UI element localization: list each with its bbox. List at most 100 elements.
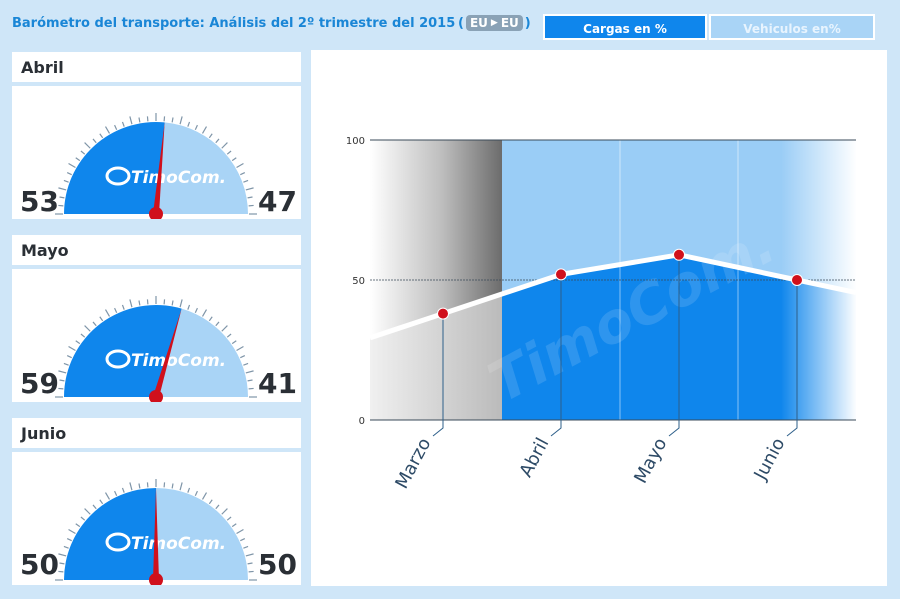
- chart-series-line: [369, 252, 857, 341]
- gauge-tick: [236, 528, 244, 535]
- gauge-tick: [215, 504, 220, 510]
- gauge-left-value: 59: [20, 367, 59, 400]
- gauge-tick: [236, 162, 244, 169]
- gauge-tick: [92, 321, 97, 327]
- gauge-tick: [59, 379, 65, 382]
- gauge-tick: [84, 508, 91, 515]
- gauge-tick: [221, 508, 228, 515]
- page-title: Barómetro del transporte: Análisis del 2…: [12, 16, 456, 31]
- gauge-panel: TimoCom. 53 47: [12, 86, 301, 219]
- gauge-tick: [236, 345, 244, 352]
- gauge-tick: [138, 300, 141, 306]
- gauge-tick: [231, 340, 237, 345]
- gauge-tick: [84, 325, 91, 332]
- gauge-tick: [63, 362, 69, 366]
- gauge-tick: [121, 304, 125, 310]
- route-open-paren: (: [458, 15, 464, 31]
- tab-cargas[interactable]: Cargas en %: [543, 14, 707, 40]
- gauge-tick: [215, 321, 220, 327]
- chart-drop-line: [786, 280, 798, 437]
- gauge-tick: [104, 309, 111, 317]
- gauge-tick: [129, 482, 133, 491]
- chart-drop-line: [668, 254, 680, 437]
- gauge-right-value: 41: [258, 367, 297, 400]
- gauge-tick: [104, 126, 111, 134]
- gauge-tick: [208, 316, 213, 322]
- gauge-tick: [171, 117, 174, 123]
- gauge-tick: [75, 340, 81, 345]
- gauge-tick: [208, 499, 213, 505]
- route-badge: ( EU ▶ EU ): [458, 15, 531, 31]
- gauge-tick: [226, 333, 232, 338]
- gauge-tick: [59, 196, 65, 199]
- gauge-tick: [58, 370, 67, 374]
- gauge-right-segment: [156, 308, 249, 397]
- gauge-tick: [138, 117, 141, 123]
- gauge-tick: [66, 538, 72, 542]
- gauge-tick: [247, 562, 253, 565]
- gauge-tick: [99, 133, 104, 139]
- gauge-tick: [171, 300, 174, 306]
- gauge-tick: [66, 172, 72, 176]
- gauge-tick: [75, 523, 81, 528]
- gauge-tick: [201, 492, 208, 500]
- tab-vehiculos[interactable]: Vehiculos en%: [709, 14, 875, 40]
- chart-drop-line: [432, 313, 444, 437]
- gauge-tick: [221, 325, 228, 332]
- chart-point: [791, 274, 803, 286]
- gauge-month-label: Mayo: [12, 235, 301, 265]
- chart-xtick-label: Abril: [516, 434, 554, 480]
- gauge-tick: [80, 516, 86, 521]
- gauge-tick: [129, 116, 133, 125]
- gauge-tick: [240, 172, 246, 176]
- gauge-needle-hub: [149, 390, 163, 402]
- gauge-tick: [68, 162, 76, 169]
- gauge-right-value: 50: [258, 548, 297, 581]
- gauge-tick: [63, 179, 69, 183]
- gauge-tick: [194, 490, 198, 496]
- gauge-tick: [179, 116, 183, 125]
- gauge-month-label: Abril: [12, 52, 301, 82]
- gauge-tick: [187, 487, 191, 493]
- gauge-tick: [129, 299, 133, 308]
- gauge-tick: [138, 483, 141, 489]
- gauge-tick: [68, 345, 76, 352]
- gauge-tick: [58, 187, 67, 191]
- chart-ytick-label: 50: [352, 276, 365, 287]
- gauge-tick: [114, 124, 118, 130]
- gauge-dial: TimoCom.: [55, 113, 257, 219]
- gauge-left-value: 53: [20, 185, 59, 218]
- gauge-tick: [68, 528, 76, 535]
- gauge-month-label: Junio: [12, 418, 301, 448]
- gauge-tick: [114, 490, 118, 496]
- chart-xtick-label: Junio: [750, 434, 790, 484]
- timocom-logo: TimoCom.: [105, 166, 226, 188]
- route-close-paren: ): [524, 15, 531, 31]
- gauge-tick: [92, 138, 97, 144]
- gauge-dial: TimoCom.: [55, 296, 257, 402]
- chart-xtick-label: Marzo: [391, 434, 435, 492]
- chart-drop-line: [550, 274, 562, 437]
- gauge-tick: [75, 157, 81, 162]
- chart-xtick-label: Mayo: [630, 434, 671, 486]
- gauge-tick: [58, 553, 67, 557]
- gauge-right-segment: [156, 122, 249, 214]
- gauge-logo-text: TimoCom.: [131, 351, 226, 371]
- gauge-logo-text: TimoCom.: [131, 168, 226, 188]
- gauge-tick: [63, 545, 69, 549]
- gauge-tick: [245, 553, 254, 557]
- gauge-needle-hub: [149, 207, 163, 219]
- gauge-tick: [247, 379, 253, 382]
- route-pill: EU ▶ EU: [465, 15, 523, 31]
- timocom-logo: TimoCom.: [105, 349, 226, 371]
- gauge-panel: TimoCom. 50 50: [12, 452, 301, 585]
- gauge-tick: [231, 157, 237, 162]
- gauge-tick: [66, 355, 72, 359]
- gauge-tick: [201, 309, 208, 317]
- gauge-tick: [80, 333, 86, 338]
- gauge-needle: [153, 122, 165, 215]
- gauge-right-value: 47: [258, 185, 297, 218]
- chart-panel: TimoCom. 0 50 100 Marzo Abril Mayo Junio: [311, 50, 887, 586]
- gauge-tick: [187, 304, 191, 310]
